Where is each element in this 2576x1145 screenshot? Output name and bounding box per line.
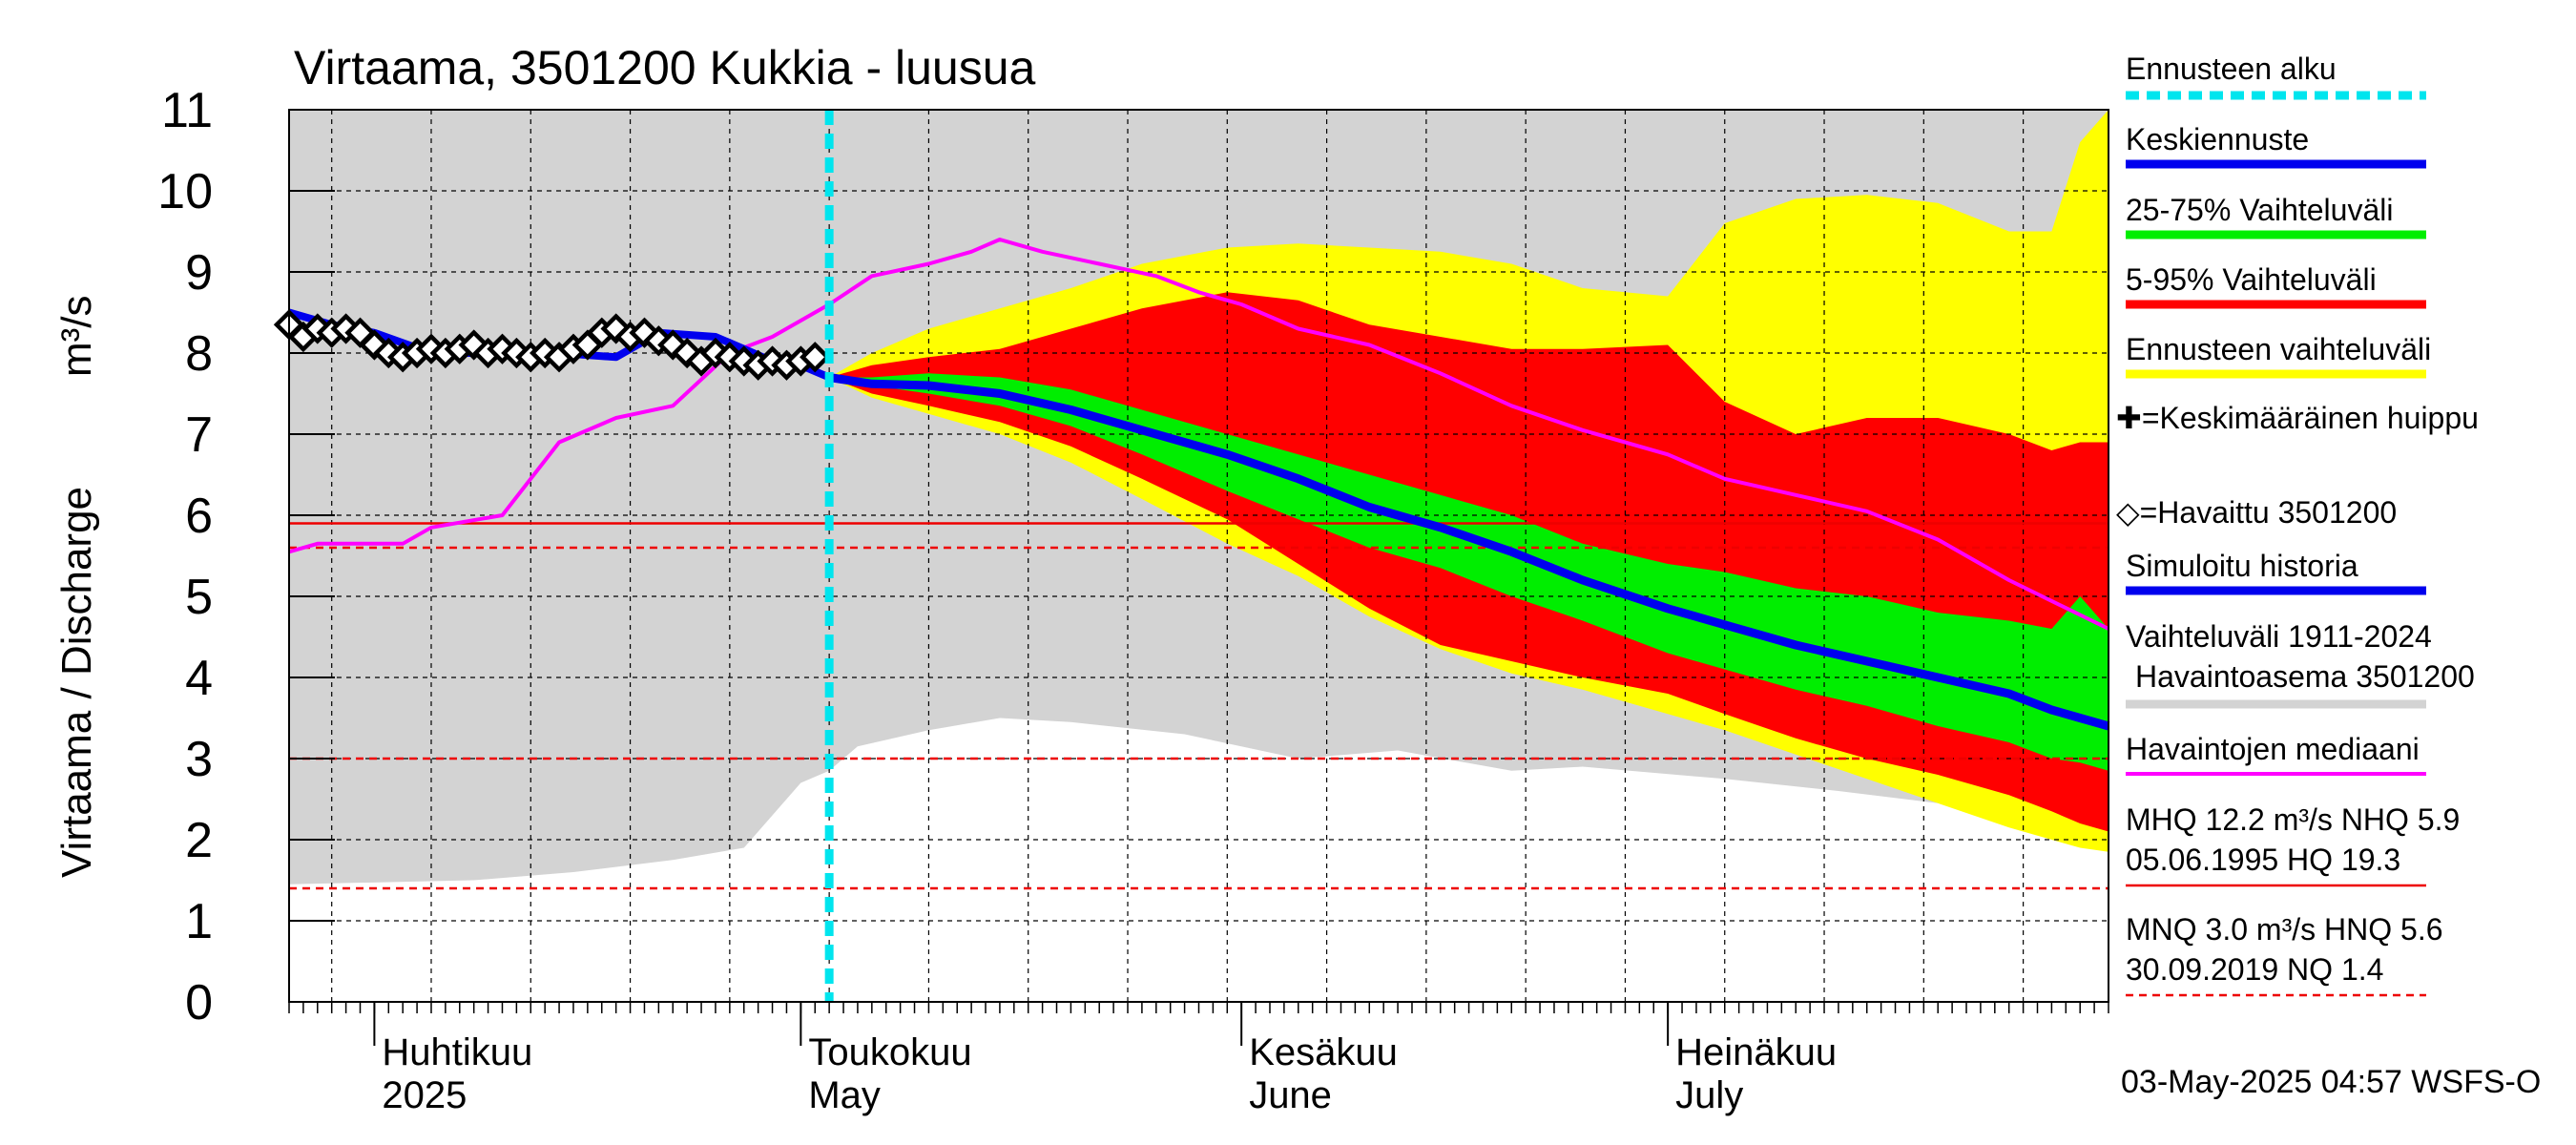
legend-label: Keskiennuste (2126, 122, 2309, 156)
y-tick-label: 9 (185, 245, 213, 301)
legend-label: Havaintoasema 3501200 (2135, 659, 2475, 694)
legend-label: 25-75% Vaihteluväli (2126, 193, 2393, 227)
legend-label: MHQ 12.2 m³/s NHQ 5.9 (2126, 802, 2460, 837)
legend-label: Ennusteen vaihteluväli (2126, 332, 2431, 366)
range-bands (289, 110, 2109, 885)
legend-label: ◇=Havaittu 3501200 (2116, 495, 2397, 530)
y-tick-label: 7 (185, 407, 213, 463)
x-month-sublabel: June (1249, 1074, 1332, 1116)
y-tick-label: 3 (185, 732, 213, 787)
x-month-label: Kesäkuu (1249, 1031, 1398, 1073)
y-tick-label: 0 (185, 975, 213, 1030)
p25-75-band (829, 373, 2109, 771)
y-axis: 0 1 2 3 4 5 6 7 8 9 10 11 (157, 83, 335, 1030)
observed-point (629, 317, 660, 348)
observed-markers (273, 309, 831, 381)
x-month-sublabel: 2025 (382, 1074, 467, 1116)
x-month-sublabel: July (1675, 1074, 1743, 1116)
observed-point (657, 329, 689, 361)
legend-label: Vaihteluväli 1911-2024 (2126, 619, 2432, 654)
y-tick-label: 11 (161, 83, 213, 138)
legend: Ennusteen alku Keskiennuste 25-75% Vaihtel… (2116, 52, 2479, 997)
legend-label: 30.09.2019 NQ 1.4 (2126, 952, 2383, 987)
legend-label: Ennusteen alku (2126, 52, 2337, 86)
y-axis-unit: m³/s (53, 295, 100, 377)
series-line-keskiennuste (828, 373, 2110, 731)
plot-area (273, 109, 2110, 1003)
observed-point (359, 329, 390, 361)
y-tick-label: 4 (185, 651, 213, 706)
x-month-label: Huhtikuu (382, 1031, 532, 1073)
x-month-sublabel: May (808, 1074, 881, 1116)
y-tick-label: 8 (185, 326, 213, 382)
legend-label: 5-95% Vaihteluväli (2126, 262, 2377, 297)
y-tick-label: 10 (157, 164, 213, 219)
legend-label: Havaintojen mediaani (2126, 732, 2420, 766)
series-line-havaintojen-mediaani (288, 238, 2109, 631)
x-month-label: Toukokuu (808, 1031, 971, 1073)
x-month-label: Heinäkuu (1675, 1031, 1837, 1073)
legend-label: Simuloitu historia (2126, 549, 2358, 583)
reference-lines (289, 522, 2109, 890)
chart-title: Virtaama, 3501200 Kukkia - luusua (294, 41, 1036, 94)
y-tick-label: 5 (185, 570, 213, 625)
legend-label: MNQ 3.0 m³/s HNQ 5.6 (2126, 912, 2443, 947)
y-tick-label: 6 (185, 489, 213, 544)
legend-label: 05.06.1995 HQ 19.3 (2126, 843, 2400, 877)
y-axis-label: Virtaama / Discharge (53, 487, 100, 878)
observed-point (458, 329, 489, 361)
y-tick-label: 1 (185, 894, 213, 949)
legend-label: ✚=Keskimääräinen huippu (2116, 401, 2479, 435)
y-tick-label: 2 (185, 813, 213, 868)
footer-timestamp: 03-May-2025 04:57 WSFS-O (2121, 1064, 2541, 1100)
observed-point (800, 342, 831, 373)
